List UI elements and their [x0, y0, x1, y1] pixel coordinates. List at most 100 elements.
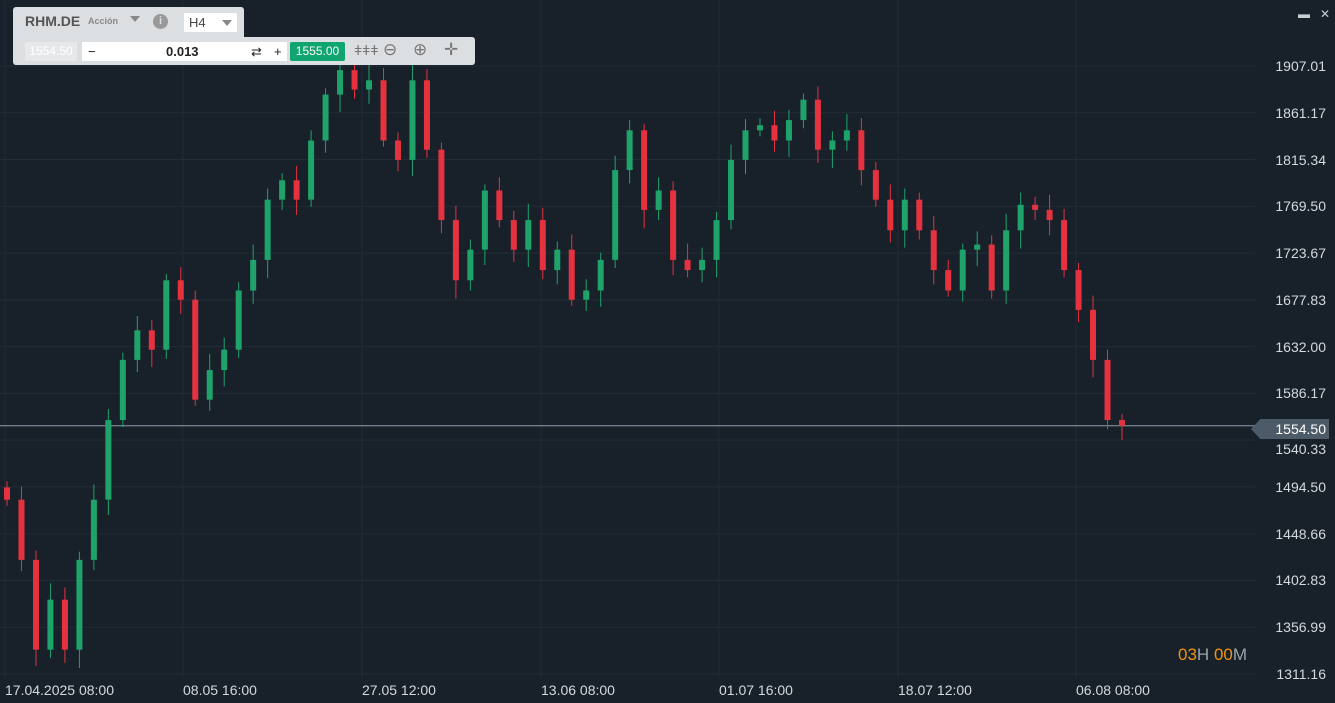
y-tick-label: 1632.00 — [1275, 338, 1326, 355]
candle — [974, 244, 981, 250]
y-tick-label: 1448.66 — [1275, 525, 1326, 542]
y-tick-label: 1769.50 — [1275, 198, 1326, 215]
instrument-type: Acción — [88, 16, 119, 26]
candle — [742, 130, 749, 160]
y-tick-label: 1907.01 — [1275, 58, 1326, 74]
zoom-in-icon[interactable]: ⊕ — [413, 40, 428, 59]
candle — [1119, 420, 1125, 426]
candle — [423, 80, 430, 150]
chevron-down-icon — [222, 20, 232, 26]
candle — [119, 359, 126, 421]
candle — [322, 94, 329, 141]
y-tick-label: 1540.33 — [1275, 441, 1326, 457]
candle — [814, 99, 821, 150]
candle — [554, 249, 561, 271]
x-tick-label: 13.06 08:00 — [541, 682, 615, 698]
candle — [1003, 230, 1010, 291]
candle — [670, 190, 677, 260]
timeframe-select[interactable]: H4 — [184, 13, 237, 32]
candle — [539, 220, 546, 271]
y-tick-label: 1815.34 — [1275, 151, 1326, 168]
candle — [18, 499, 25, 560]
candle — [1090, 309, 1097, 360]
x-tick-label: 17.04.2025 08:00 — [5, 682, 114, 698]
zoom-out-icon[interactable]: ⊖ — [383, 40, 398, 59]
close-button[interactable]: ✕ — [1320, 7, 1331, 21]
candle — [872, 170, 879, 200]
candle — [1104, 359, 1111, 421]
candle — [467, 249, 474, 281]
y-tick-label: 1311.16 — [1276, 666, 1326, 682]
y-tick-label: 1586.17 — [1275, 385, 1326, 402]
candle — [61, 599, 68, 650]
candle — [409, 80, 416, 160]
candle — [366, 80, 373, 90]
symbol-dropdown-icon[interactable] — [130, 16, 140, 22]
candle — [4, 487, 10, 500]
increase-button[interactable]: + — [274, 44, 282, 59]
candle — [887, 199, 894, 231]
candle — [1075, 270, 1082, 310]
minimize-button[interactable]: ▬ — [1298, 7, 1310, 21]
candle — [192, 299, 199, 400]
quantity-stepper[interactable]: − 0.013 ⇄ + — [82, 42, 287, 61]
y-tick-label: 1861.17 — [1275, 104, 1326, 121]
candle — [713, 220, 720, 260]
candle — [105, 420, 112, 500]
candle — [394, 140, 401, 160]
candle — [988, 244, 995, 291]
candle — [510, 220, 517, 250]
candle — [568, 249, 575, 300]
candle — [47, 599, 54, 650]
candle — [641, 130, 648, 210]
current-price-label: 1554.50 — [1275, 421, 1326, 437]
candle — [32, 559, 39, 650]
x-tick-label: 27.05 12:00 — [362, 682, 436, 698]
candle — [626, 130, 633, 171]
candle — [177, 280, 184, 300]
x-tick-label: 06.08 08:00 — [1076, 682, 1150, 698]
candle — [959, 249, 966, 291]
candle — [785, 120, 792, 141]
candle — [438, 149, 445, 221]
candle — [655, 190, 662, 210]
candle-timer: 03H 00M — [1178, 645, 1248, 664]
candle — [843, 130, 850, 141]
candle — [945, 270, 952, 291]
candle — [452, 220, 459, 281]
info-icon[interactable]: i — [153, 14, 168, 29]
sell-button[interactable]: 1554.50 — [25, 42, 77, 61]
candle — [496, 190, 503, 221]
candle — [134, 330, 141, 360]
candles-icon[interactable]: ǂǂǂ — [354, 42, 379, 58]
candle — [1061, 220, 1068, 271]
y-tick-label: 1677.83 — [1275, 291, 1326, 308]
move-icon[interactable]: ✛ — [444, 40, 459, 59]
x-tick-label: 08.05 16:00 — [183, 682, 257, 698]
candle — [930, 230, 937, 271]
buy-button[interactable]: 1555.00 — [290, 42, 345, 61]
x-tick-label: 01.07 16:00 — [719, 682, 793, 698]
quantity-input[interactable]: 0.013 — [166, 44, 199, 59]
candle — [235, 290, 242, 350]
x-tick-label: 18.07 12:00 — [898, 682, 972, 698]
candle — [583, 290, 590, 300]
decrease-button[interactable]: − — [88, 44, 96, 59]
candle — [1017, 204, 1024, 231]
candle — [221, 349, 228, 371]
candle — [612, 170, 619, 260]
candle — [481, 190, 488, 250]
y-tick-label: 1723.67 — [1275, 245, 1326, 262]
candle — [250, 259, 257, 291]
candle — [206, 370, 213, 400]
swap-icon[interactable]: ⇄ — [251, 44, 262, 59]
candle — [916, 199, 923, 231]
candle — [351, 70, 358, 90]
candle — [293, 180, 300, 200]
candle — [337, 70, 344, 95]
candle — [76, 559, 83, 650]
candle — [800, 99, 807, 121]
candle — [279, 180, 286, 200]
candle — [901, 199, 908, 231]
